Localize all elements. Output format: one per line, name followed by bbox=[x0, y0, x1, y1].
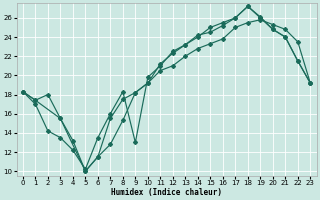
X-axis label: Humidex (Indice chaleur): Humidex (Indice chaleur) bbox=[111, 188, 222, 197]
